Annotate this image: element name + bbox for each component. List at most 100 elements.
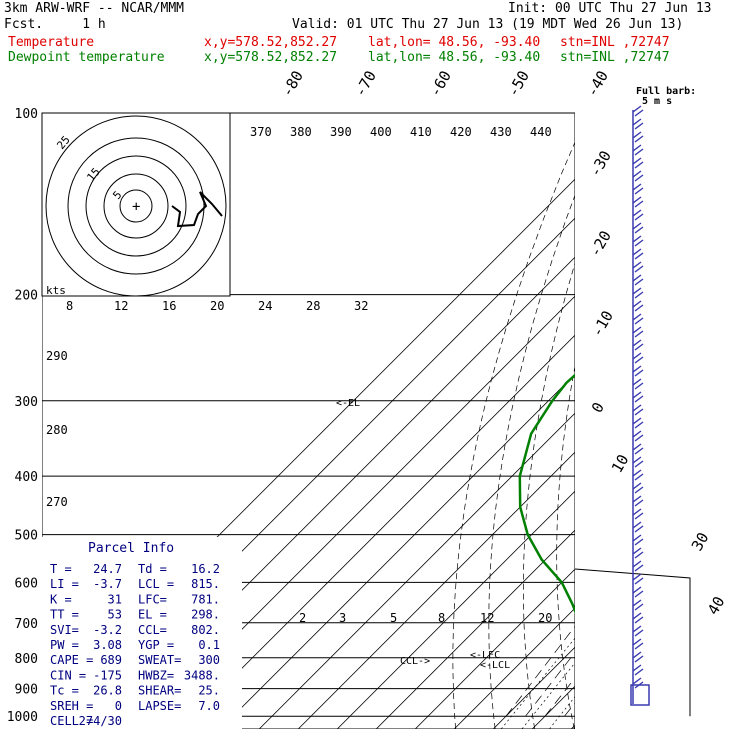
parcel-info-value: 26.8: [93, 684, 122, 698]
barb-flag: [634, 551, 644, 559]
barb-flag: [632, 339, 642, 347]
isotherm-label: -20: [586, 228, 615, 260]
speed-label: 16: [162, 299, 176, 313]
isotherm-line: [492, 646, 575, 729]
wind-barb: [632, 417, 644, 429]
barb-flag: [632, 417, 642, 425]
barb-flag: [634, 200, 644, 208]
parcel-info-value: -3.2: [93, 623, 122, 637]
parcel-info-value: 0.1: [198, 638, 220, 652]
wind-barb: [632, 560, 644, 572]
hodograph-ring: [45, 115, 227, 296]
theta-label: 280: [46, 423, 68, 437]
parcel-info-value: -3.7: [93, 577, 122, 591]
parcel-info-value: 0: [115, 699, 122, 713]
barb-flag: [632, 534, 642, 542]
parcel-marker: <-EL: [336, 398, 360, 409]
isotherm-line: [610, 113, 740, 729]
barb-flag: [632, 573, 642, 581]
wind-barb: [632, 586, 644, 598]
isotherm-line: [180, 334, 575, 729]
pressure-label: 200: [15, 289, 38, 304]
isotherm-line: [336, 490, 575, 729]
legend-dewpoint: Dewpoint temperature: [8, 50, 165, 65]
barb-flag: [632, 326, 642, 334]
barb-flag: [634, 395, 644, 403]
parcel-info-key: EL =: [138, 608, 167, 622]
wind-barb: [632, 456, 644, 468]
wind-barb: [632, 664, 644, 676]
dew-latlon: lat,lon= 48.56, -93.40: [368, 50, 541, 65]
parcel-info-key: LAPSE=: [138, 699, 181, 713]
mixing-ratio-label: 8: [438, 611, 445, 625]
parcel-info-key: CAPE =: [50, 653, 93, 667]
parcel-info-value: 53: [108, 608, 122, 622]
barb-flag: [632, 105, 642, 113]
wind-barb: [632, 651, 644, 663]
barb-flag: [632, 404, 642, 412]
wind-barb: [632, 105, 644, 117]
barb-flag: [634, 252, 644, 260]
mixing-ratio-line: [521, 662, 575, 729]
barb-flag: [632, 209, 642, 217]
speed-label: 32: [354, 299, 368, 313]
pressure-label: 400: [15, 470, 38, 485]
barb-flag: [634, 213, 644, 221]
wind-barb: [632, 625, 644, 637]
parcel-info-key: LFC=: [138, 592, 167, 606]
barb-base: [630, 684, 650, 706]
theta-e-label: 370: [250, 125, 272, 139]
parcel-info-value: 300: [198, 653, 220, 667]
barb-flag: [634, 590, 644, 598]
temp-latlon: lat,lon= 48.56, -93.40: [368, 35, 541, 50]
moist-adiabat: [505, 625, 575, 717]
barb-flag: [632, 261, 642, 269]
wind-barb: [632, 521, 644, 533]
parcel-info-value: 24.7: [93, 562, 122, 576]
wind-barb: [632, 677, 644, 689]
wind-barb: [632, 404, 644, 416]
barb-flag: [632, 508, 642, 516]
isotherm-label: -50: [504, 68, 533, 100]
parcel-info-value: 31: [108, 592, 122, 606]
isotherm-line: [570, 724, 575, 729]
theta-e-label: 410: [410, 125, 432, 139]
parcel-info-value: 3.08: [93, 638, 122, 652]
parcel-info-value: 815.: [191, 577, 220, 591]
wind-barb: [632, 326, 644, 338]
barb-flag: [634, 369, 644, 377]
wind-barb: [632, 547, 644, 559]
barb-flag: [632, 521, 642, 529]
barb-flag: [632, 235, 642, 243]
parcel-info-value: 16.2: [191, 562, 220, 576]
pressure-label: 600: [15, 576, 38, 591]
hodograph-ring: [85, 155, 187, 257]
parcel-info-key: SREH =: [50, 699, 93, 713]
wind-barb: [632, 495, 644, 507]
barb-flag: [634, 538, 644, 546]
barb-flag: [632, 495, 642, 503]
isotherm-label: -10: [588, 308, 617, 340]
barb-flag: [634, 304, 644, 312]
barb-flag: [632, 664, 642, 672]
parcel-info-key: TT =: [50, 608, 79, 622]
parcel-info-key: CIN =: [50, 668, 86, 682]
barb-flag: [632, 118, 642, 126]
pressure-label: 900: [15, 683, 38, 698]
temp-station: stn=INL ,72747: [560, 35, 670, 50]
hodograph-frame: [41, 112, 231, 297]
parcel-info-value: 802.: [191, 623, 220, 637]
hodograph-center: +: [132, 199, 140, 215]
barb-flag: [632, 651, 642, 659]
mixing-ratio-label: 5: [390, 611, 397, 625]
barb-flag: [632, 300, 642, 308]
parcel-info-key: SVI=: [50, 623, 79, 637]
hodograph-units: kts: [46, 284, 66, 297]
barb-flag: [632, 456, 642, 464]
barb-flag: [632, 313, 642, 321]
mixing-ratio-label: 20: [538, 611, 552, 625]
dry-adiabat: [735, 113, 740, 729]
wind-barb: [632, 638, 644, 650]
parcel-info-key: K =: [50, 592, 72, 606]
barb-flag: [632, 625, 642, 633]
